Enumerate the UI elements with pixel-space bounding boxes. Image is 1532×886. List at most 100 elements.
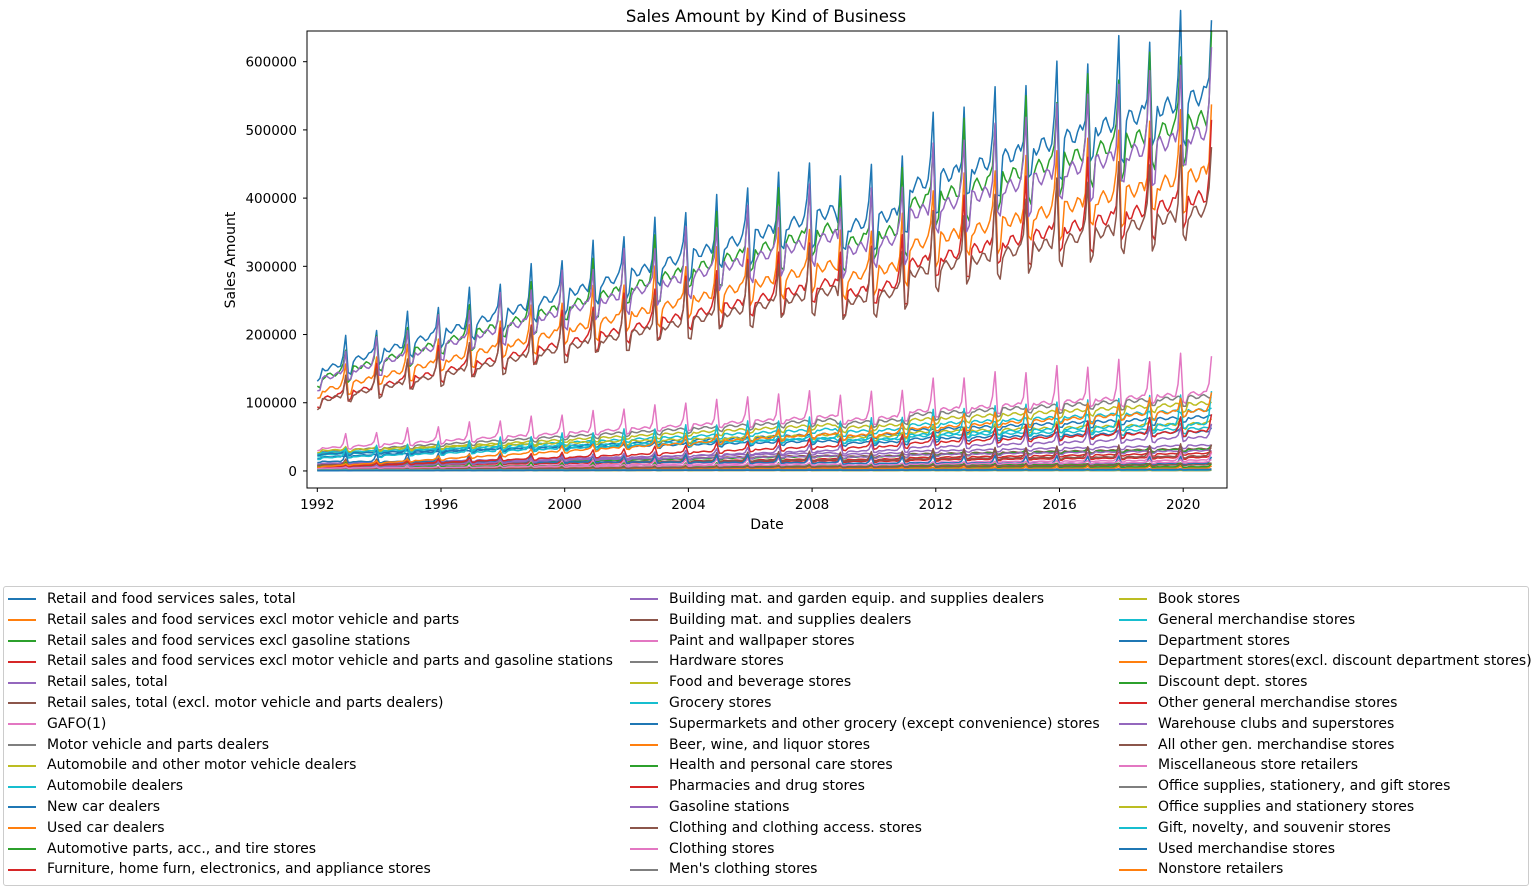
legend-item: Pharmacies and drug stores xyxy=(626,776,1100,797)
legend-item: Used car dealers xyxy=(4,818,613,839)
y-tick-label: 100000 xyxy=(245,396,297,412)
series-layer xyxy=(317,11,1211,471)
legend-label: Book stores xyxy=(1158,589,1240,610)
legend-swatch xyxy=(8,598,36,600)
legend-label: Retail sales and food services excl moto… xyxy=(47,610,459,631)
legend-swatch xyxy=(8,869,36,871)
legend-item: Clothing and clothing access. stores xyxy=(626,818,1100,839)
y-tick-label: 300000 xyxy=(245,259,297,275)
legend-label: Clothing and clothing access. stores xyxy=(669,818,922,839)
legend-item: All other gen. merchandise stores xyxy=(1115,735,1532,756)
legend-swatch xyxy=(630,848,658,850)
legend-item: Retail sales and food services excl moto… xyxy=(4,610,613,631)
legend-label: Retail sales and food services excl moto… xyxy=(47,651,613,672)
legend-label: Supermarkets and other grocery (except c… xyxy=(669,714,1100,735)
legend-swatch xyxy=(8,786,36,788)
x-tick-label: 2020 xyxy=(1166,497,1200,513)
legend-item: Food and beverage stores xyxy=(626,672,1100,693)
legend-item: Nonstore retailers xyxy=(1115,859,1532,880)
y-tick-label: 200000 xyxy=(245,328,297,344)
legend-swatch xyxy=(8,806,36,808)
legend-swatch xyxy=(1119,640,1147,642)
legend-label: Building mat. and supplies dealers xyxy=(669,610,911,631)
legend-swatch xyxy=(1119,682,1147,684)
legend-swatch xyxy=(8,744,36,746)
legend-swatch xyxy=(1119,806,1147,808)
y-axis-label: Sales Amount xyxy=(223,211,239,308)
legend-item: Discount dept. stores xyxy=(1115,672,1532,693)
legend-item: Retail and food services sales, total xyxy=(4,589,613,610)
legend-item: Building mat. and supplies dealers xyxy=(626,610,1100,631)
legend-label: Automotive parts, acc., and tire stores xyxy=(47,839,316,860)
legend-label: Miscellaneous store retailers xyxy=(1158,755,1358,776)
legend-swatch xyxy=(630,702,658,704)
legend-label: Clothing stores xyxy=(669,839,774,860)
legend-label: Department stores(excl. discount departm… xyxy=(1158,651,1532,672)
legend-item: Retail sales, total xyxy=(4,672,613,693)
legend-label: Used car dealers xyxy=(47,818,165,839)
legend-item: Motor vehicle and parts dealers xyxy=(4,735,613,756)
legend-item: Office supplies and stationery stores xyxy=(1115,797,1532,818)
legend-item: Used merchandise stores xyxy=(1115,839,1532,860)
legend-item: Hardware stores xyxy=(626,651,1100,672)
legend-swatch xyxy=(630,598,658,600)
legend-item: New car dealers xyxy=(4,797,613,818)
legend-label: Gift, novelty, and souvenir stores xyxy=(1158,818,1391,839)
legend-item: Supermarkets and other grocery (except c… xyxy=(626,714,1100,735)
legend-label: Office supplies and stationery stores xyxy=(1158,797,1414,818)
chart-title: Sales Amount by Kind of Business xyxy=(626,7,906,26)
legend-item: Automobile dealers xyxy=(4,776,613,797)
legend-item: GAFO(1) xyxy=(4,714,613,735)
legend-item: Paint and wallpaper stores xyxy=(626,631,1100,652)
legend-swatch xyxy=(630,619,658,621)
legend-label: Retail sales, total xyxy=(47,672,168,693)
legend-item: General merchandise stores xyxy=(1115,610,1532,631)
x-tick-label: 1996 xyxy=(424,497,458,513)
legend-label: Building mat. and garden equip. and supp… xyxy=(669,589,1044,610)
legend-swatch xyxy=(1119,619,1147,621)
legend-label: Used merchandise stores xyxy=(1158,839,1335,860)
x-tick-label: 2012 xyxy=(919,497,953,513)
legend-swatch xyxy=(630,682,658,684)
legend-label: Motor vehicle and parts dealers xyxy=(47,735,269,756)
legend-item: Furniture, home furn, electronics, and a… xyxy=(4,859,613,880)
legend-swatch xyxy=(8,827,36,829)
x-axis-label: Date xyxy=(750,517,783,533)
y-tick-label: 600000 xyxy=(245,55,297,71)
legend-label: Hardware stores xyxy=(669,651,784,672)
y-tick-label: 500000 xyxy=(245,123,297,139)
legend-swatch xyxy=(8,640,36,642)
y-tick-label: 0 xyxy=(288,464,297,480)
legend-swatch xyxy=(1119,661,1147,663)
legend-item: Automotive parts, acc., and tire stores xyxy=(4,839,613,860)
legend-label: Retail sales, total (excl. motor vehicle… xyxy=(47,693,444,714)
legend-swatch xyxy=(1119,786,1147,788)
series-line xyxy=(317,11,1211,382)
legend-item: Retail sales and food services excl moto… xyxy=(4,651,613,672)
series-line xyxy=(317,31,1211,388)
legend-item: Retail sales, total (excl. motor vehicle… xyxy=(4,693,613,714)
x-tick-label: 2016 xyxy=(1042,497,1076,513)
series-line xyxy=(317,470,1211,471)
legend-item: Book stores xyxy=(1115,589,1532,610)
legend-item: Department stores(excl. discount departm… xyxy=(1115,651,1532,672)
legend-swatch xyxy=(630,723,658,725)
legend-swatch xyxy=(630,786,658,788)
legend-item: Retail sales and food services excl gaso… xyxy=(4,631,613,652)
legend-swatch xyxy=(1119,598,1147,600)
series-line xyxy=(317,120,1211,408)
series-line xyxy=(317,104,1211,398)
legend-swatch xyxy=(8,619,36,621)
legend-label: Nonstore retailers xyxy=(1158,859,1283,880)
legend-item: Clothing stores xyxy=(626,839,1100,860)
legend-swatch xyxy=(1119,848,1147,850)
legend-item: Gift, novelty, and souvenir stores xyxy=(1115,818,1532,839)
legend-column: Building mat. and garden equip. and supp… xyxy=(626,589,1100,880)
legend-label: General merchandise stores xyxy=(1158,610,1355,631)
legend-swatch xyxy=(1119,765,1147,767)
legend-label: Automobile and other motor vehicle deale… xyxy=(47,755,356,776)
legend-swatch xyxy=(8,848,36,850)
